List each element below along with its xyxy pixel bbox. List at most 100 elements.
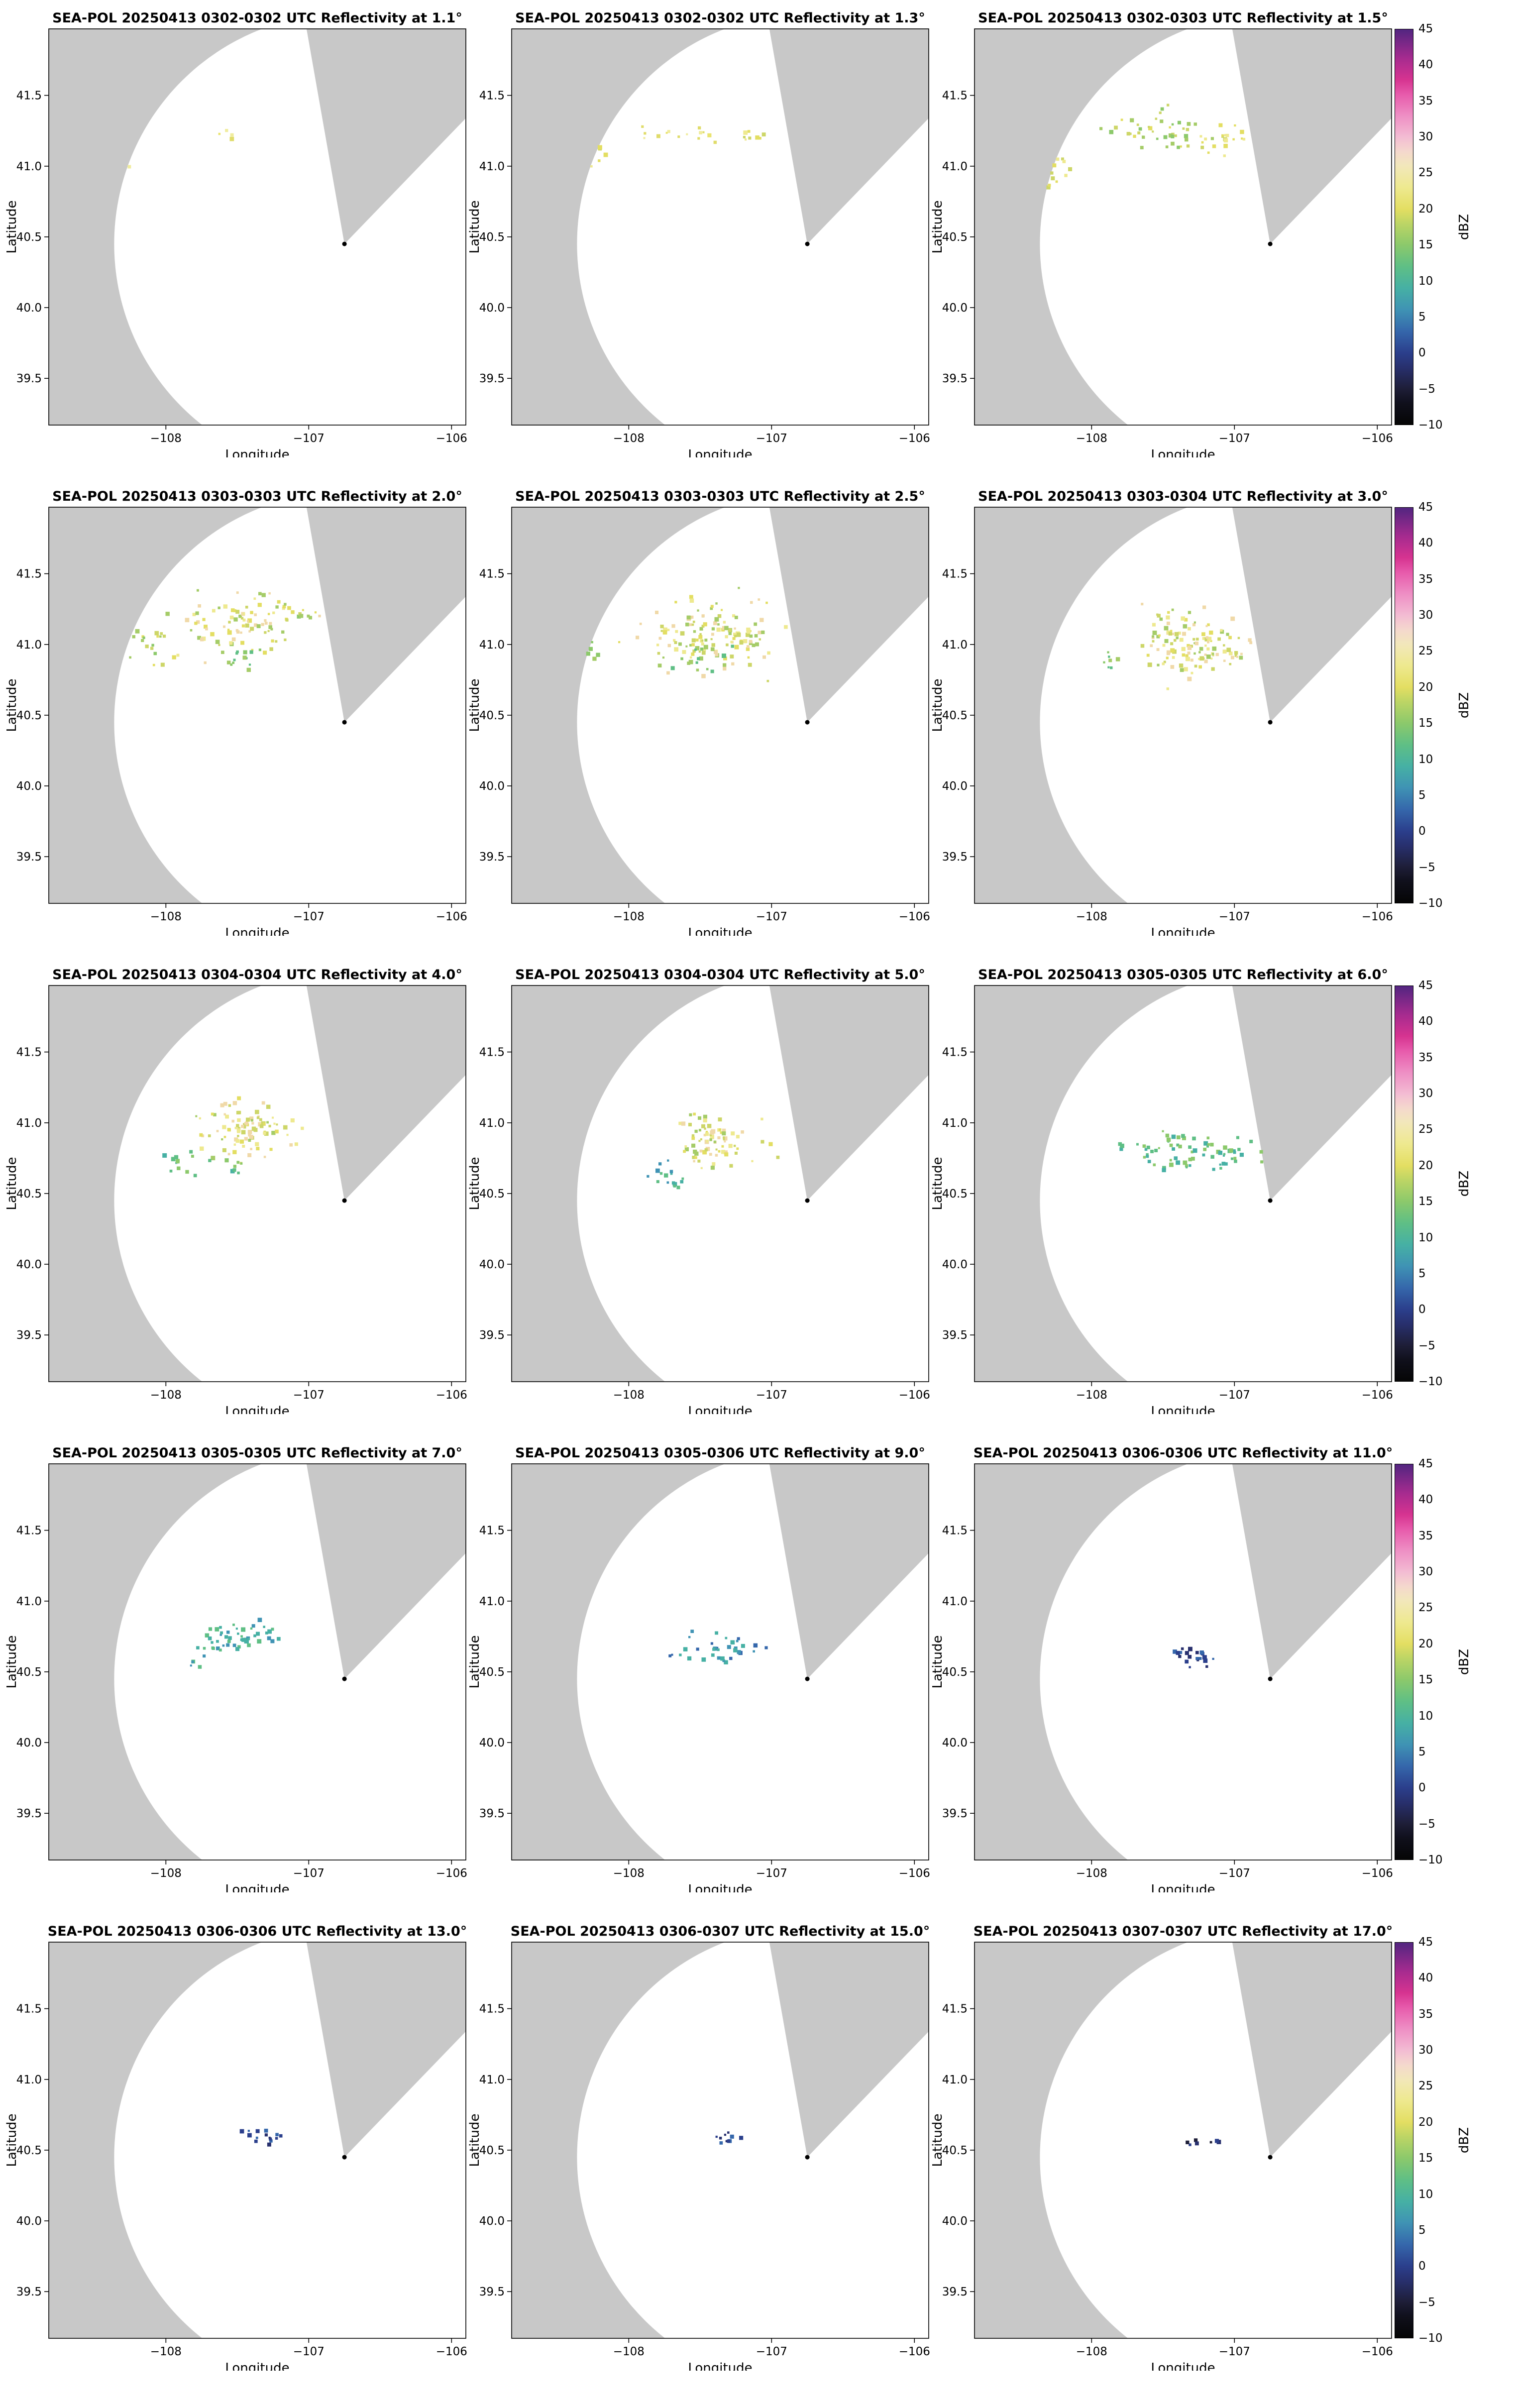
echo-cell bbox=[193, 1174, 197, 1178]
echo-cell bbox=[263, 1122, 266, 1125]
colorbar-tick-label: 10 bbox=[1418, 1231, 1433, 1244]
echo-cell bbox=[268, 2136, 271, 2139]
missing-sector-wedge bbox=[1232, 1942, 1392, 2158]
echo-cell bbox=[1148, 125, 1150, 128]
echo-cell bbox=[743, 641, 746, 644]
echo-cell bbox=[1160, 107, 1164, 111]
echo-cell bbox=[196, 1646, 200, 1649]
echo-cell bbox=[1209, 630, 1213, 635]
echo-cell bbox=[1233, 1157, 1237, 1160]
echo-cell bbox=[270, 1639, 275, 1643]
echo-cell bbox=[1205, 625, 1208, 627]
echo-cell bbox=[1119, 1147, 1123, 1151]
x-tick-label: −106 bbox=[436, 1867, 467, 1880]
echo-cell bbox=[701, 625, 705, 628]
echo-cell bbox=[636, 636, 640, 640]
echo-cell bbox=[253, 1634, 256, 1638]
echo-cell bbox=[716, 1646, 719, 1649]
figure-row: SEA-POL 20250413 0304-0304 UTC Reflectiv… bbox=[4, 964, 1517, 1414]
radar-panel: SEA-POL 20250413 0303-0303 UTC Reflectiv… bbox=[467, 489, 930, 936]
echo-cell bbox=[592, 657, 597, 661]
echo-cell bbox=[673, 1185, 676, 1188]
echo-cell bbox=[715, 1154, 718, 1157]
echo-cell bbox=[711, 627, 715, 631]
echo-cell bbox=[693, 1112, 696, 1116]
x-tick-label: −108 bbox=[613, 2345, 645, 2358]
echo-cell bbox=[721, 1150, 725, 1154]
echo-cell bbox=[725, 635, 728, 639]
echo-cell bbox=[724, 626, 729, 631]
echo-cell bbox=[199, 1117, 201, 1120]
echo-cell bbox=[1241, 137, 1243, 140]
x-tick-label: −108 bbox=[613, 1389, 645, 1402]
echo-cell bbox=[1239, 656, 1243, 660]
echo-cell bbox=[723, 657, 727, 660]
y-tick-label: 41.5 bbox=[942, 90, 968, 103]
echo-cell bbox=[1206, 1136, 1210, 1140]
colorbar-gradient bbox=[1395, 507, 1413, 903]
echo-cell bbox=[701, 642, 704, 646]
echo-cell bbox=[688, 1122, 692, 1126]
echo-cell bbox=[1174, 1156, 1178, 1160]
echo-cell bbox=[743, 136, 746, 139]
echo-cell bbox=[281, 630, 285, 634]
echo-cell bbox=[1050, 171, 1054, 175]
echo-cell bbox=[1206, 1145, 1209, 1148]
echo-cell bbox=[712, 1647, 716, 1651]
echo-cell bbox=[1198, 651, 1201, 654]
echo-cell bbox=[1185, 137, 1189, 142]
echo-cell bbox=[1152, 635, 1154, 638]
echo-cell bbox=[1172, 656, 1175, 659]
echo-cell bbox=[754, 634, 758, 638]
plot-frame bbox=[48, 28, 466, 426]
echo-cell bbox=[681, 1177, 684, 1180]
x-axis-label: Longitude bbox=[1151, 447, 1215, 457]
echo-cell bbox=[1204, 659, 1208, 663]
colorbar-tick-label: 35 bbox=[1418, 1530, 1433, 1542]
colorbar-tick-label: 10 bbox=[1418, 753, 1433, 766]
echo-cell bbox=[1133, 134, 1136, 138]
echo-cell bbox=[1186, 1166, 1188, 1169]
echo-cell bbox=[220, 1631, 223, 1635]
echo-cell bbox=[241, 1627, 246, 1632]
echo-cell bbox=[1169, 1162, 1174, 1167]
x-tick-label: −106 bbox=[436, 1389, 467, 1402]
echo-cell bbox=[1192, 638, 1195, 641]
echo-cell bbox=[276, 1123, 278, 1126]
radar-panel: SEA-POL 20250413 0303-0303 UTC Reflectiv… bbox=[4, 489, 467, 936]
echo-layer bbox=[647, 1112, 780, 1190]
echo-cell bbox=[227, 1640, 231, 1643]
echo-cell bbox=[269, 2137, 272, 2141]
echo-cell bbox=[237, 1645, 241, 1648]
echo-cell bbox=[307, 614, 310, 618]
echo-layer bbox=[1103, 603, 1253, 690]
echo-cell bbox=[591, 641, 593, 644]
echo-cell bbox=[215, 640, 220, 644]
echo-cell bbox=[198, 1665, 202, 1669]
echo-cell bbox=[1147, 662, 1152, 667]
echo-cell bbox=[250, 1627, 253, 1630]
y-tick-label: 40.5 bbox=[479, 1188, 505, 1201]
echo-cell bbox=[177, 1166, 181, 1170]
echo-cell bbox=[236, 630, 240, 634]
echo-cell bbox=[680, 631, 685, 636]
echo-cell bbox=[160, 632, 163, 635]
echo-cell bbox=[1061, 157, 1064, 161]
y-axis-label: Latitude bbox=[4, 678, 19, 732]
echo-cell bbox=[249, 1135, 253, 1139]
echo-cell bbox=[1170, 630, 1173, 632]
echo-layer bbox=[239, 2128, 283, 2147]
echo-cell bbox=[254, 613, 257, 616]
x-tick-label: −106 bbox=[1362, 432, 1393, 445]
x-axis-label: Longitude bbox=[225, 1882, 289, 1892]
echo-cell bbox=[1171, 123, 1174, 126]
y-tick-label: 41.0 bbox=[942, 160, 968, 173]
echo-cell bbox=[1171, 1134, 1176, 1139]
echo-cell bbox=[1178, 1654, 1182, 1658]
echo-cell bbox=[753, 1650, 755, 1653]
echo-cell bbox=[673, 639, 676, 642]
echo-cell bbox=[269, 647, 273, 651]
colorbar-tick-label: 25 bbox=[1418, 2080, 1433, 2092]
echo-cell bbox=[1171, 608, 1174, 611]
echo-cell bbox=[713, 140, 717, 144]
